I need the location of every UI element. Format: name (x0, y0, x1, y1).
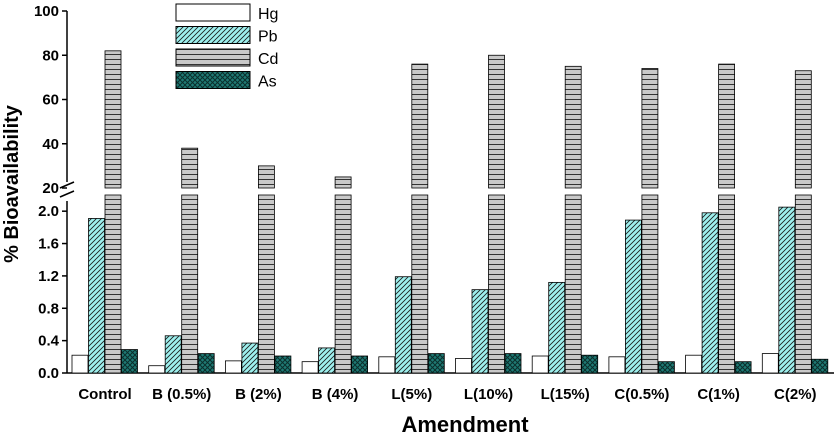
bar-hg (455, 358, 472, 374)
bar-pb (548, 281, 566, 374)
bar-cd (181, 147, 199, 189)
bar-cd (104, 50, 122, 189)
bar-as (811, 358, 829, 374)
legend-swatch-hg (175, 3, 251, 22)
legend-label-cd: Cd (258, 51, 278, 68)
axis-break-mark (59, 181, 75, 198)
bar-as (504, 353, 522, 374)
legend-label-hg: Hg (258, 6, 278, 23)
y-axis-title: % Bioavailability (1, 104, 23, 263)
bar-pb (778, 206, 796, 374)
bar-cd (641, 68, 659, 189)
y-tick-label: 1.6 (38, 236, 59, 253)
bar-pb (625, 219, 642, 374)
bar-pb (241, 342, 259, 374)
bar-cd (488, 54, 505, 189)
bar-pb (471, 289, 489, 374)
bar-hg (301, 361, 319, 374)
x-tick-label: B (0.5%) (152, 386, 211, 403)
x-tick-label: C(1%) (697, 386, 740, 403)
y-tick-label: 1.2 (38, 268, 59, 285)
bar-cd-lower (641, 194, 659, 374)
bar-as (658, 361, 675, 374)
x-tick-label: C(2%) (774, 386, 817, 403)
y-tick-label: 0.8 (38, 300, 59, 317)
bar-cd-lower (564, 194, 582, 374)
bar-cd (334, 176, 352, 189)
bar-as (121, 349, 138, 374)
bar-hg (531, 355, 549, 374)
bar-hg (71, 354, 89, 374)
bar-as (197, 353, 215, 374)
bar-as (581, 354, 599, 374)
x-tick-label: L(10%) (464, 386, 513, 403)
legend-swatch-pb (175, 26, 251, 44)
bar-pb (701, 212, 719, 374)
bar-as (274, 355, 292, 374)
bar-cd-lower (181, 194, 199, 374)
bar-cd-lower (488, 194, 505, 374)
x-tick-label: C(0.5%) (614, 386, 669, 403)
x-tick-label: Control (78, 386, 131, 403)
bar-cd-lower (334, 194, 352, 374)
legend-swatch-as (175, 71, 251, 89)
y-tick-label: 2.0 (38, 203, 59, 220)
bar-hg (685, 354, 702, 374)
bar-cd-lower (104, 194, 122, 374)
bar-as (734, 361, 752, 374)
bar-pb (88, 218, 105, 374)
bar-hg (378, 356, 396, 374)
bar-pb (318, 347, 336, 374)
bar-pb (394, 276, 412, 374)
legend-label-as: As (258, 74, 277, 91)
bar-hg (224, 360, 242, 374)
y-tick-label: 0.4 (38, 333, 60, 350)
y-tick-label: 40 (42, 136, 59, 153)
bar-as (351, 355, 369, 374)
x-tick-label: L(15%) (541, 386, 590, 403)
bar-cd (718, 63, 735, 189)
bar-cd-lower (718, 194, 735, 374)
bar-pb (164, 335, 182, 374)
legend-label-pb: Pb (258, 29, 278, 46)
bar-hg (761, 353, 779, 374)
bar-cd (257, 165, 275, 189)
y-tick-label: 60 (42, 92, 59, 109)
legend-swatch-cd (175, 48, 251, 67)
bar-cd-lower (257, 194, 275, 374)
y-tick-label: 100 (34, 3, 59, 20)
bar-cd-lower (794, 194, 812, 374)
y-tick-label: 0.0 (38, 365, 59, 382)
x-tick-label: B (2%) (235, 386, 282, 403)
x-tick-label: B (4%) (312, 386, 359, 403)
bar-hg (608, 356, 626, 374)
y-tick-label: 80 (42, 47, 59, 64)
bar-cd (564, 65, 582, 189)
bar-cd (794, 70, 812, 189)
bar-as (427, 353, 445, 374)
x-tick-label: L(5%) (391, 386, 432, 403)
x-axis-title: Amendment (401, 412, 529, 434)
bar-cd (411, 63, 429, 189)
bar-hg (148, 365, 166, 374)
y-tick-label: 20 (42, 180, 59, 197)
bar-cd-lower (411, 194, 429, 374)
